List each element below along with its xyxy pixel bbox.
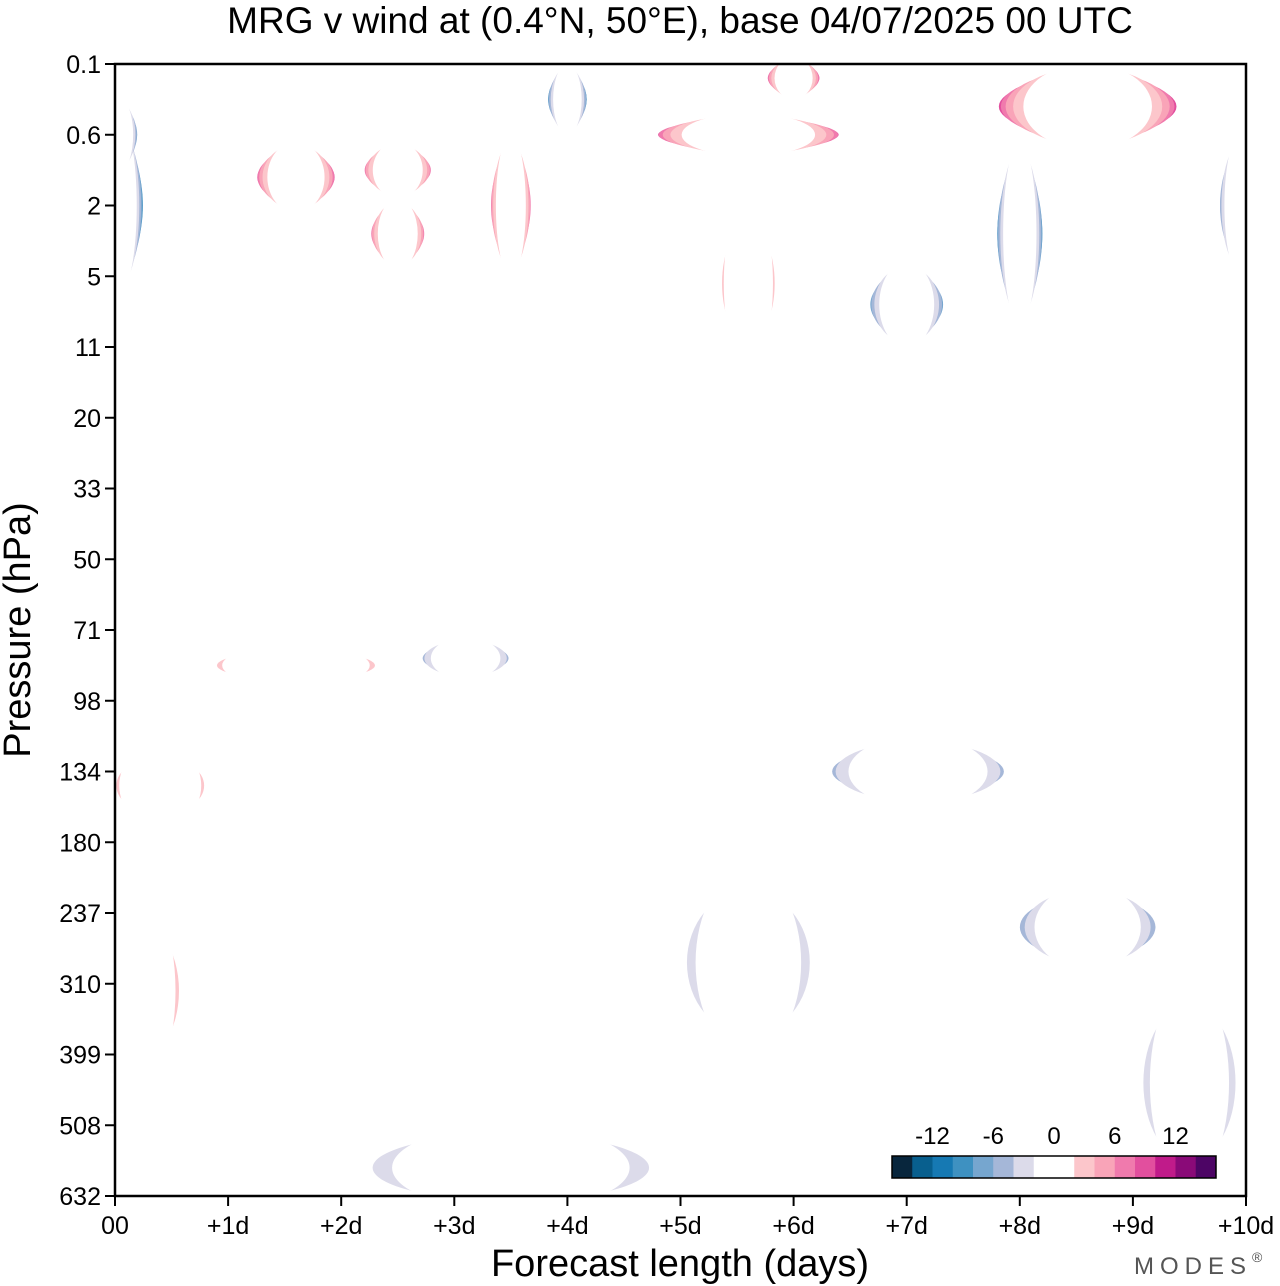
colorbar-label: 6	[1108, 1123, 1121, 1150]
colorbar-swatch	[932, 1156, 954, 1178]
y-tick-label: 508	[59, 1112, 101, 1140]
contour-band	[1034, 884, 1141, 970]
y-tick-label: 98	[73, 688, 101, 716]
y-tick-label: 50	[73, 546, 101, 574]
y-tick-label: 0.6	[66, 122, 101, 150]
colorbar-swatch	[1054, 1156, 1075, 1178]
colorbar-swatch	[1135, 1156, 1156, 1178]
colorbar-swatch	[993, 1156, 1014, 1178]
chart-title: MRG v wind at (0.4°N, 50°E), base 04/07/…	[227, 0, 1133, 41]
y-tick-label: 5	[87, 263, 101, 291]
y-tick-label: 134	[59, 759, 101, 787]
contour-band	[774, 64, 813, 100]
colorbar-label: -6	[983, 1123, 1004, 1150]
contour-field	[115, 64, 1246, 1196]
x-tick-label: +9d	[1112, 1212, 1154, 1240]
y-tick-label: 237	[59, 900, 101, 928]
colorbar-label: 12	[1162, 1123, 1189, 1150]
colorbar-swatch	[952, 1156, 974, 1178]
x-tick-label: +10d	[1218, 1212, 1274, 1240]
colorbar-swatch	[892, 1156, 913, 1178]
contour-band	[746, 538, 955, 581]
colorbar-label: -12	[915, 1123, 950, 1150]
contour-band	[553, 64, 582, 135]
y-axis-ticks: 0.1 0.6 2 5 11 20 33 50 71 98 134 180 237 310 399 508 63…	[59, 51, 115, 1211]
x-axis-ticks: 00 +1d +2d +3d +4d +5d +6d +7d +8d +9d +10d	[101, 1196, 1274, 1240]
modes-logo-text: MODES	[1134, 1253, 1252, 1280]
contour-band	[372, 141, 423, 199]
contour-band	[681, 113, 816, 156]
colorbar-swatch	[1094, 1156, 1116, 1178]
y-tick-label: 71	[73, 617, 101, 645]
colorbar-legend: -12 -6 0 6 12	[891, 1123, 1217, 1179]
x-tick-label: +6d	[772, 1212, 814, 1240]
colorbar-swatch	[1074, 1156, 1095, 1178]
y-tick-label: 0.1	[66, 51, 101, 79]
contour-band	[695, 870, 802, 1055]
colorbar-swatch	[1013, 1156, 1035, 1178]
contour-band	[723, 198, 773, 369]
colorbar-border	[891, 1155, 1217, 1179]
y-tick-label: 632	[59, 1183, 101, 1211]
x-tick-label: +5d	[659, 1212, 701, 1240]
y-tick-label: 310	[59, 971, 101, 999]
contour-band	[495, 134, 526, 277]
y-tick-label: 33	[73, 476, 101, 504]
y-tick-label: 2	[87, 193, 101, 221]
contour-band	[1003, 141, 1037, 326]
x-tick-label: 00	[101, 1212, 129, 1240]
y-tick-label: 11	[75, 334, 101, 362]
y-tick-label: 20	[73, 405, 101, 433]
colorbar-label: 0	[1047, 1123, 1060, 1150]
colorbar-swatch	[973, 1156, 994, 1178]
x-tick-label: +3d	[433, 1212, 475, 1240]
contour-band	[848, 736, 988, 807]
contour-band	[115, 877, 176, 1104]
x-tick-label: +4d	[546, 1212, 588, 1240]
x-axis-label: Forecast length (days)	[491, 1243, 869, 1285]
contour-band	[222, 644, 370, 687]
contour-band	[115, 99, 134, 171]
plot-background	[115, 64, 1246, 1196]
contour-band	[430, 637, 501, 680]
contour-band	[1224, 134, 1246, 277]
contour-band	[879, 262, 935, 347]
colorbar-swatch	[1114, 1156, 1136, 1178]
x-tick-label: +1d	[207, 1212, 249, 1240]
x-tick-label: +7d	[885, 1212, 927, 1240]
contour-band	[377, 198, 418, 270]
contour-band	[1023, 64, 1152, 149]
y-axis-label: Pressure (hPa)	[0, 502, 39, 758]
x-tick-label: +2d	[320, 1212, 362, 1240]
y-tick-label: 180	[59, 829, 101, 857]
colorbar-swatch	[912, 1156, 933, 1178]
contour-band	[267, 141, 325, 213]
contour-band	[1149, 983, 1230, 1182]
colorbar-swatch	[1175, 1156, 1197, 1178]
colorbar-swatch	[1033, 1156, 1055, 1178]
colorbar-swatch	[1195, 1156, 1217, 1178]
modes-logo-mark: ®	[1252, 1249, 1263, 1265]
contour-band	[392, 1125, 630, 1196]
modes-logo: MODES ®	[1134, 1249, 1263, 1280]
y-tick-label: 399	[59, 1042, 101, 1070]
contour-band	[119, 743, 202, 829]
x-tick-label: +8d	[999, 1212, 1041, 1240]
colorbar-swatch	[1155, 1156, 1176, 1178]
